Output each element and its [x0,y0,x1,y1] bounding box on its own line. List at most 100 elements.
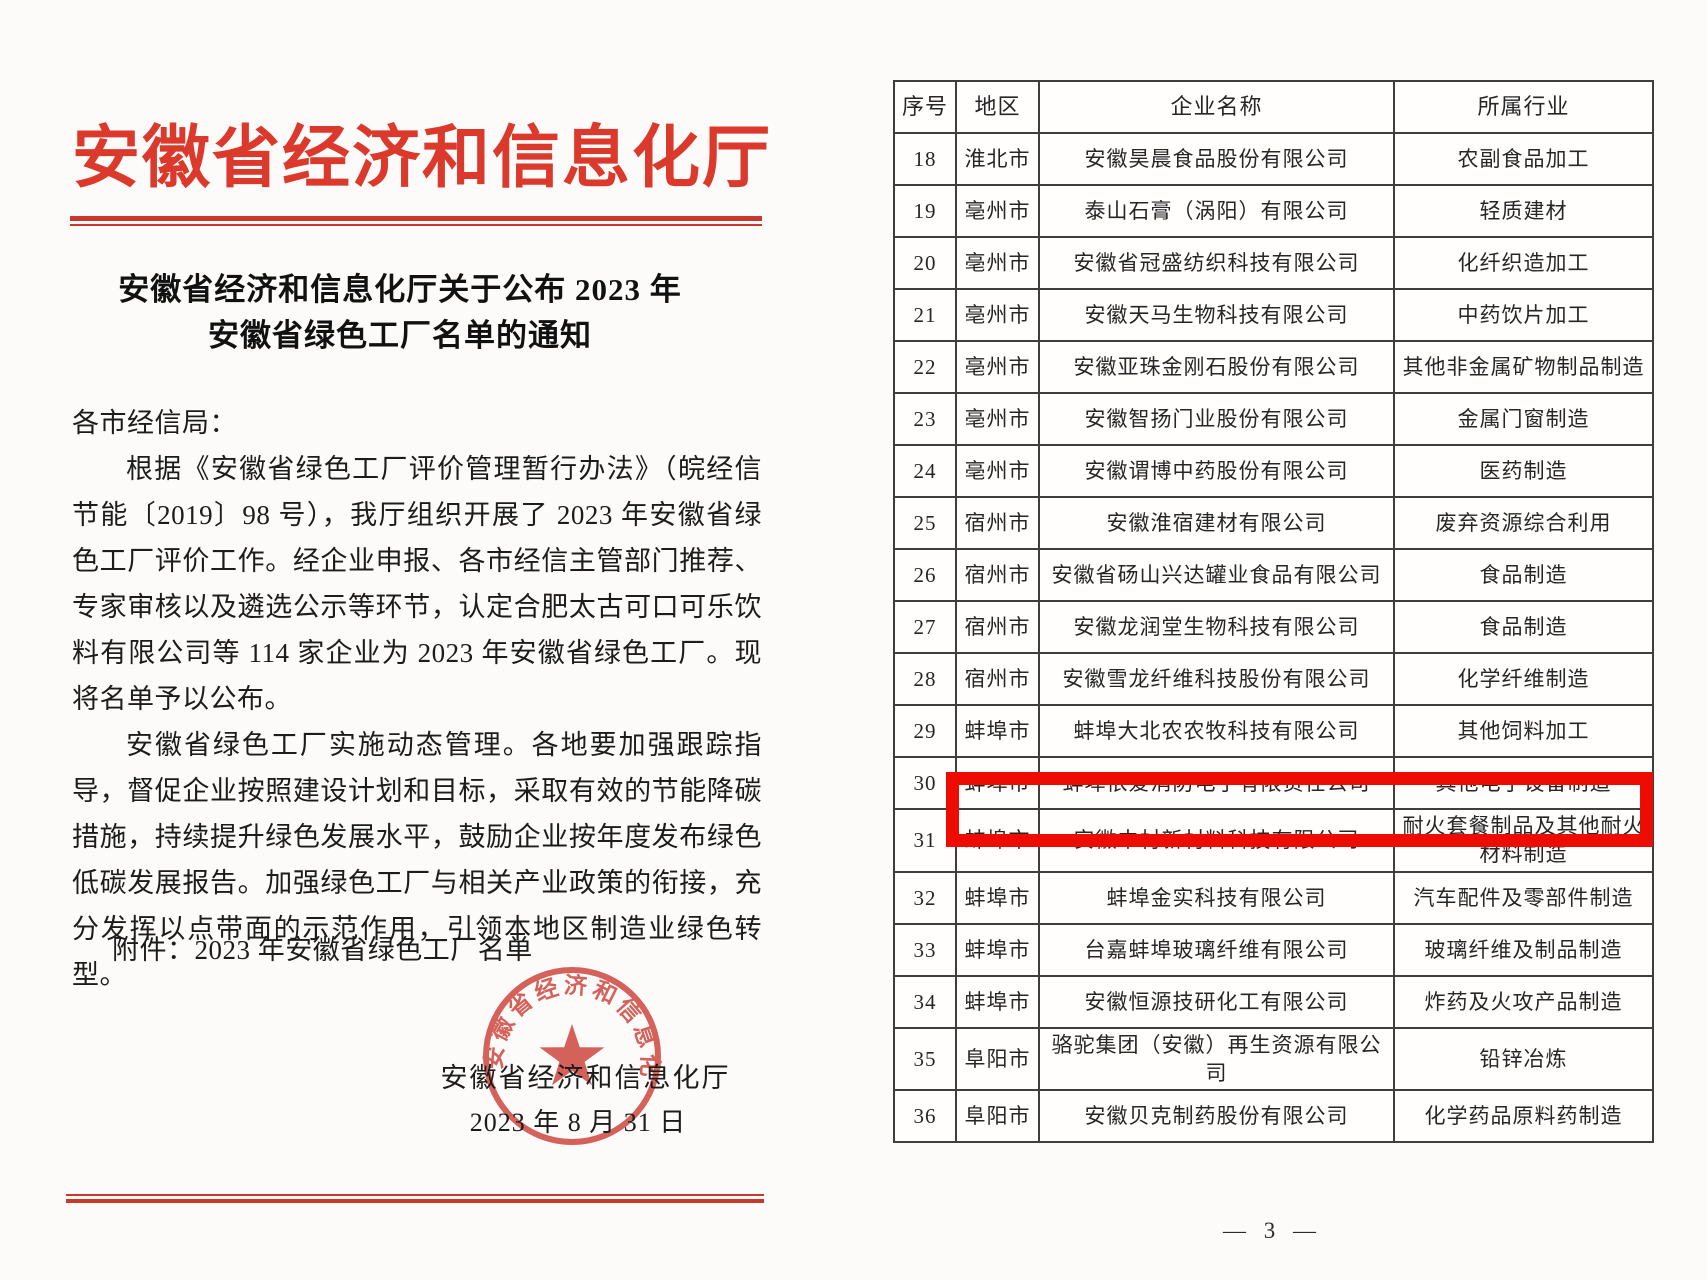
table-row: 25 宿州市 安徽淮宿建材有限公司 废弃资源综合利用 [893,496,1654,550]
green-factory-table: 序号 地区 企业名称 所属行业 18 淮北市 安徽昊晨食品股份有限公司 农副食品加工 19 亳州… [893,80,1654,1144]
row-number-cell: 32 [893,870,957,925]
table-row: 24 亳州市 安徽谓博中药股份有限公司 医药制造 [893,444,1654,498]
table-row: 27 宿州市 安徽龙润堂生物科技有限公司 食品制造 [893,600,1654,654]
industry-cell: 汽车配件及零部件制造 [1393,870,1654,925]
column-header-2: 地区 [955,80,1040,134]
company-cell: 安徽天马生物科技有限公司 [1038,288,1395,342]
industry-cell: 食品制造 [1393,548,1654,602]
row-number-cell: 31 [893,808,957,873]
company-cell: 泰山石膏（涡阳）有限公司 [1038,184,1395,238]
official-seal-icon: 安徽省经济和信息化厅 [478,962,661,1145]
industry-cell: 轻质建材 [1393,184,1654,238]
row-number-cell: 28 [893,652,957,706]
table-row: 26 宿州市 安徽省砀山兴达罐业食品有限公司 食品制造 [893,548,1654,602]
row-number-cell: 26 [893,548,957,602]
footer-divider-line [66,1194,764,1203]
divider-bar-thin [66,1194,764,1196]
page-number: — 3 — [1223,1218,1322,1243]
region-cell: 亳州市 [955,340,1040,394]
row-number-cell: 20 [893,236,957,290]
region-cell: 亳州市 [955,392,1040,446]
table-row: 22 亳州市 安徽亚珠金刚石股份有限公司 其他非金属矿物制品制造 [893,340,1654,394]
row-number-cell: 29 [893,704,957,758]
table-body: 18 淮北市 安徽昊晨食品股份有限公司 农副食品加工 19 亳州市 泰山石膏（涡阳）有限公司… [893,132,1654,1144]
company-cell: 安徽龙润堂生物科技有限公司 [1038,600,1395,654]
table-row: 32 蚌埠市 蚌埠金实科技有限公司 汽车配件及零部件制造 [893,870,1654,925]
row-number-cell: 22 [893,340,957,394]
region-cell: 亳州市 [955,288,1040,342]
letterhead-title: 安徽省经济和信息化厅 [72,120,773,196]
company-cell: 安徽亚珠金刚石股份有限公司 [1038,340,1395,394]
table-row: 33 蚌埠市 台嘉蚌埠玻璃纤维有限公司 玻璃纤维及制品制造 [893,922,1654,977]
salutation: 各市经信局： [72,408,237,438]
table-row: 23 亳州市 安徽智扬门业股份有限公司 金属门窗制造 [893,392,1654,446]
company-cell: 安徽恒源技研化工有限公司 [1038,974,1395,1029]
industry-cell: 其他饲料加工 [1393,704,1654,758]
document-body: 各市经信局： 根据《安徽省绿色工厂评价管理暂行办法》（皖经信节能〔2019〕98… [72,400,762,998]
industry-cell: 炸药及火攻产品制造 [1393,974,1654,1029]
company-cell: 安徽贝克制药股份有限公司 [1038,1089,1395,1144]
row-number-cell: 30 [893,756,957,810]
company-cell: 安徽谓博中药股份有限公司 [1038,444,1395,498]
row-number-cell: 33 [893,922,957,977]
table-header-row: 序号 地区 企业名称 所属行业 [893,80,1654,134]
region-cell: 蚌埠市 [955,808,1040,873]
industry-cell: 废弃资源综合利用 [1393,496,1654,550]
signer-name: 安徽省经济和信息化厅 [440,1063,731,1093]
row-number-cell: 23 [893,392,957,446]
column-header-4: 所属行业 [1393,80,1654,134]
region-cell: 淮北市 [955,132,1040,186]
body-paragraph-2: 安徽省绿色工厂实施动态管理。各地要加强跟踪指导，督促企业按照建设计划和目标，采取… [72,730,762,990]
signature-date: 2023 年 8 月 31 日 [469,1108,687,1137]
region-cell: 宿州市 [955,652,1040,706]
industry-cell: 中药饮片加工 [1393,288,1654,342]
industry-cell: 铅锌冶炼 [1393,1026,1654,1092]
company-cell: 安徽智扬门业股份有限公司 [1038,392,1395,446]
column-header-3: 企业名称 [1038,80,1395,134]
company-cell: 安徽省砀山兴达罐业食品有限公司 [1038,548,1395,602]
region-cell: 阜阳市 [955,1026,1040,1092]
table-row: 18 淮北市 安徽昊晨食品股份有限公司 农副食品加工 [893,132,1654,186]
industry-cell: 耐火套餐制品及其他耐火材料制造 [1393,808,1654,873]
region-cell: 亳州市 [955,444,1040,498]
table-row-highlighted: 30 蚌埠市 蚌埠依爱消防电子有限责任公司 其他电子设备制造 [893,756,1654,810]
table-row: 36 阜阳市 安徽贝克制药股份有限公司 化学药品原料药制造 [893,1089,1654,1144]
row-number-cell: 24 [893,444,957,498]
industry-cell: 玻璃纤维及制品制造 [1393,922,1654,977]
company-cell: 蚌埠依爱消防电子有限责任公司 [1038,756,1395,810]
region-cell: 宿州市 [955,496,1040,550]
industry-cell: 化学药品原料药制造 [1393,1089,1654,1144]
row-number-cell: 21 [893,288,957,342]
region-cell: 宿州市 [955,600,1040,654]
divider-bar-thick [70,216,762,221]
company-cell: 蚌埠大北农农牧科技有限公司 [1038,704,1395,758]
company-cell: 台嘉蚌埠玻璃纤维有限公司 [1038,922,1395,977]
region-cell: 蚌埠市 [955,870,1040,925]
region-cell: 宿州市 [955,548,1040,602]
attachment-line: 附件：2023 年安徽省绿色工厂名单 [112,935,533,965]
table-row: 20 亳州市 安徽省冠盛纺织科技有限公司 化纤织造加工 [893,236,1654,290]
industry-cell: 化纤织造加工 [1393,236,1654,290]
company-cell: 安徽淮宿建材有限公司 [1038,496,1395,550]
table-row: 19 亳州市 泰山石膏（涡阳）有限公司 轻质建材 [893,184,1654,238]
industry-cell: 其他非金属矿物制品制造 [1393,340,1654,394]
document-title-line2: 安徽省绿色工厂名单的通知 [208,318,592,353]
region-cell: 蚌埠市 [955,756,1040,810]
region-cell: 阜阳市 [955,1089,1040,1144]
row-number-cell: 34 [893,974,957,1029]
industry-cell: 其他电子设备制造 [1393,756,1654,810]
region-cell: 亳州市 [955,184,1040,238]
industry-cell: 化学纤维制造 [1393,652,1654,706]
company-cell: 蚌埠金实科技有限公司 [1038,870,1395,925]
row-number-cell: 25 [893,496,957,550]
row-number-cell: 27 [893,600,957,654]
table-row: 35 阜阳市 骆驼集团（安徽）再生资源有限公司 铅锌冶炼 [893,1026,1654,1092]
table-row: 21 亳州市 安徽天马生物科技有限公司 中药饮片加工 [893,288,1654,342]
divider-bar-thick [66,1199,764,1203]
row-number-cell: 35 [893,1026,957,1092]
company-cell: 安徽雪龙纤维科技股份有限公司 [1038,652,1395,706]
table-row: 29 蚌埠市 蚌埠大北农农牧科技有限公司 其他饲料加工 [893,704,1654,758]
row-number-cell: 18 [893,132,957,186]
company-cell: 安徽昊晨食品股份有限公司 [1038,132,1395,186]
